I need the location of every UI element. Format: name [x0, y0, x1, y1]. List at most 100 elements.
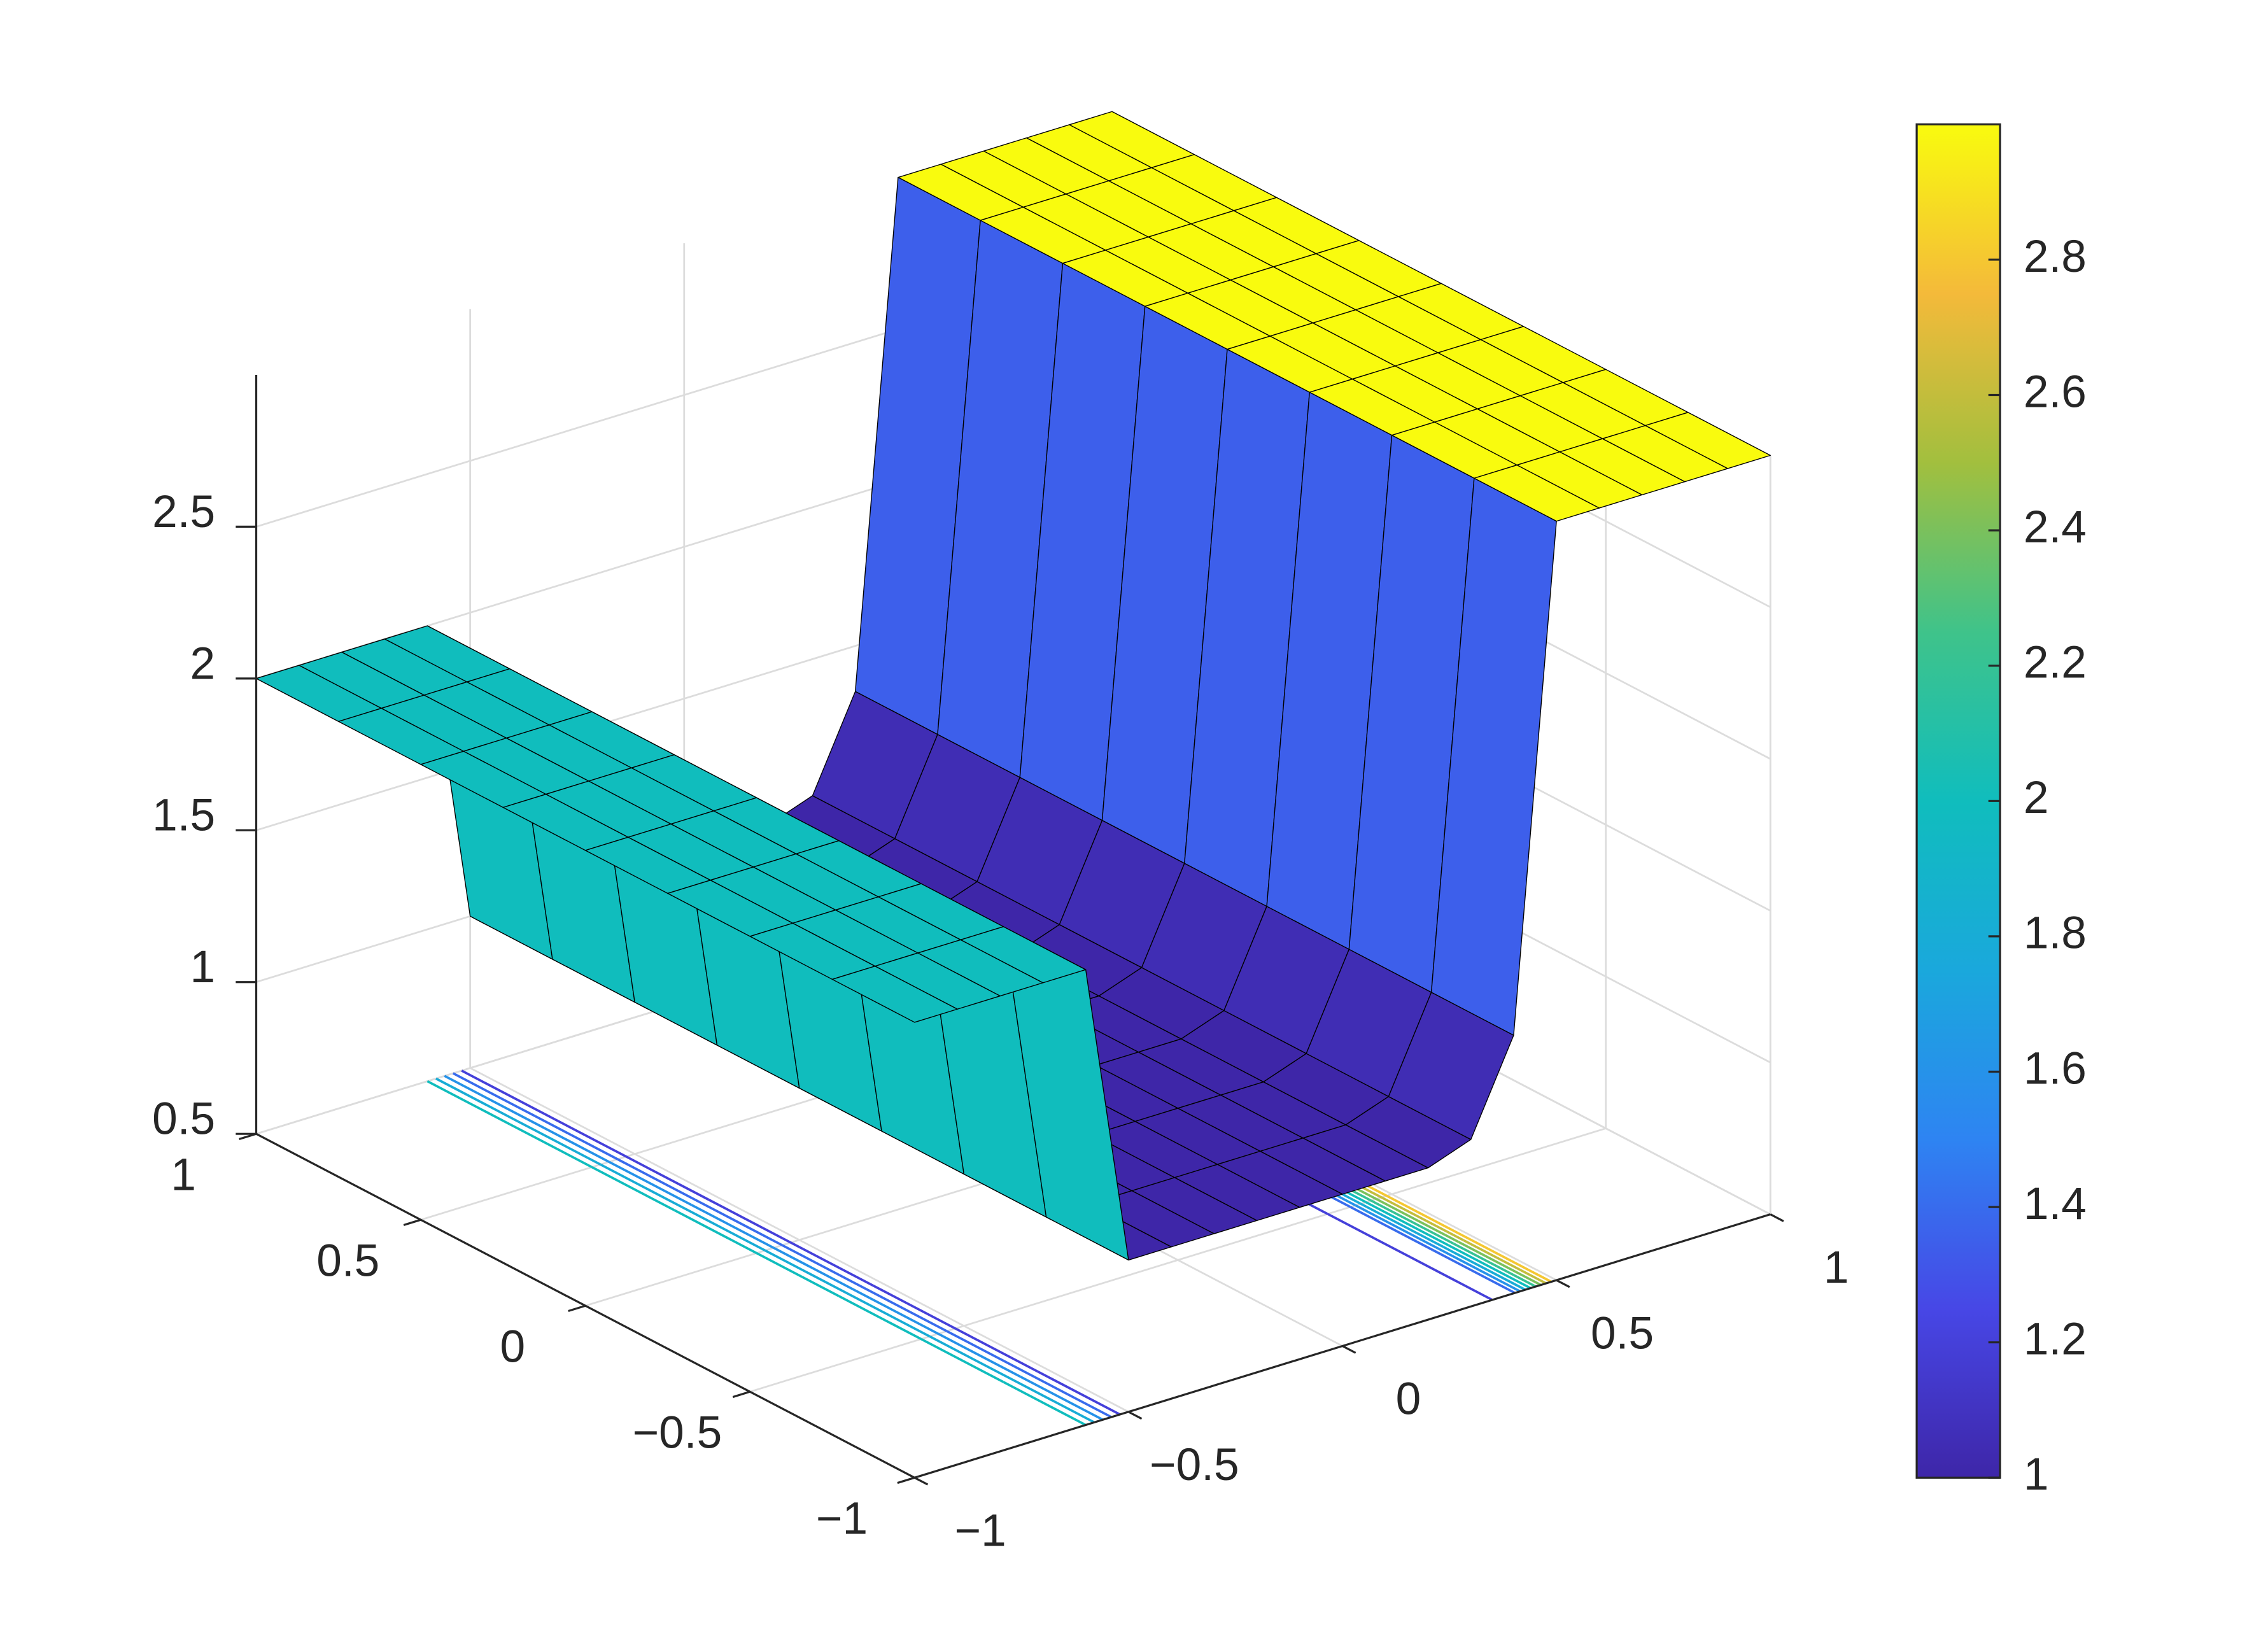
contour-line — [764, 1249, 849, 1295]
contour-line — [946, 1330, 1030, 1376]
contour-line — [1453, 1242, 1537, 1288]
contour-line — [1447, 1244, 1532, 1290]
contour-line — [790, 1241, 874, 1287]
contour-line — [1360, 1202, 1444, 1248]
contour-line — [1003, 1381, 1087, 1427]
z-tick-label: 2 — [190, 638, 216, 689]
contour-line — [518, 1120, 602, 1166]
x-tick — [1342, 1345, 1356, 1354]
colorbar-tick-label: 2.2 — [2024, 638, 2087, 688]
contour-line — [782, 1244, 866, 1290]
contour-line — [1468, 1238, 1552, 1283]
contour-line — [938, 1332, 1022, 1378]
contour-line — [535, 1115, 619, 1160]
y-tick — [568, 1304, 586, 1313]
contour-line — [1011, 1378, 1095, 1424]
contour-line — [1458, 1241, 1542, 1287]
contour-line — [1386, 1194, 1470, 1240]
x-tick-label: −0.5 — [1150, 1440, 1239, 1490]
colorbar-tick-label: 1.6 — [2024, 1043, 2087, 1094]
contour-line — [609, 1160, 692, 1206]
contour-line — [526, 1118, 610, 1163]
colorbar-tick-label: 2.8 — [2024, 232, 2087, 282]
contour-line — [1020, 1376, 1104, 1421]
y-tick — [897, 1476, 915, 1484]
contour-line — [461, 1069, 545, 1115]
colorbar-tick-label: 1.8 — [2024, 908, 2087, 959]
contour-line — [452, 1072, 536, 1118]
colorbar: 1 1.2 1.4 1.6 1.8 2 2.2 2.4 2.6 2.8 — [1915, 123, 2087, 1500]
contour-line — [955, 1327, 1039, 1373]
contour-line — [929, 1335, 1013, 1381]
x-tick — [1128, 1411, 1143, 1420]
colorbar-tick-label: 2.4 — [2024, 502, 2087, 553]
contour-line — [682, 1206, 766, 1252]
contour-line — [1365, 1201, 1449, 1246]
contour-line — [673, 1209, 757, 1255]
x-tick-label: 0.5 — [1591, 1308, 1654, 1358]
contour-line — [855, 1290, 939, 1335]
contour-line — [1349, 1206, 1433, 1252]
contour-line — [509, 1123, 593, 1169]
contour-line — [691, 1204, 775, 1249]
contour-line — [1355, 1204, 1439, 1250]
contour-line — [444, 1075, 528, 1120]
contour-line — [920, 1337, 1004, 1383]
contour-line — [591, 1166, 675, 1211]
contour-line — [625, 1155, 709, 1201]
axes: −1−0.500.51−1−0.500.510.511.522.5 — [152, 374, 1849, 1556]
contour-line — [864, 1287, 948, 1332]
contour-line — [1432, 1248, 1516, 1294]
contour-line — [847, 1292, 931, 1338]
z-tick-label: 2.5 — [152, 487, 215, 537]
x-tick-label: −1 — [955, 1506, 1006, 1556]
y-tick-label: 1 — [171, 1150, 196, 1201]
contour-line — [1327, 1213, 1411, 1259]
y-tick — [732, 1390, 750, 1399]
contour-line — [600, 1163, 684, 1209]
x-tick — [914, 1476, 929, 1486]
x-axis-line — [914, 1213, 1771, 1479]
contour-line — [1376, 1197, 1460, 1243]
contour-line — [1409, 1255, 1493, 1301]
contour-line — [426, 1080, 511, 1125]
contour-line — [543, 1112, 627, 1158]
contour-line — [617, 1158, 701, 1204]
contour-line — [1370, 1199, 1454, 1245]
contour-line — [838, 1295, 922, 1341]
contour-line — [773, 1246, 857, 1292]
contour-line — [435, 1077, 519, 1123]
contour-line — [1028, 1372, 1112, 1418]
x-tick-label: 0 — [1396, 1374, 1421, 1425]
colorbar-tick-label: 2.6 — [2024, 367, 2087, 417]
z-tick-label: 0.5 — [152, 1094, 215, 1145]
colorbar-tick-label: 1 — [2024, 1449, 2049, 1500]
x-tick — [1770, 1213, 1784, 1222]
z-tick-label: 1.5 — [152, 791, 215, 841]
contour-line — [1437, 1247, 1521, 1293]
y-tick-label: −1 — [816, 1494, 868, 1544]
y-tick-label: −0.5 — [633, 1408, 722, 1458]
colorbar-tick-label: 2 — [2024, 773, 2049, 823]
y-tick — [403, 1218, 421, 1227]
contour-line — [756, 1252, 840, 1297]
contour-line — [708, 1198, 792, 1244]
z-tick-label: 1 — [190, 942, 216, 992]
contour-line — [1442, 1245, 1526, 1291]
colorbar-tick-label: 1.2 — [2024, 1315, 2087, 1365]
surface — [255, 111, 1771, 1261]
contour-line — [872, 1284, 956, 1330]
contour-line — [699, 1201, 783, 1246]
colorbar-scale — [1915, 123, 2001, 1479]
surface-face — [831, 966, 958, 1023]
colorbar-tick-label: 1.4 — [2024, 1179, 2087, 1229]
x-tick — [1556, 1279, 1570, 1288]
y-tick-label: 0 — [500, 1322, 526, 1372]
contour-line — [1037, 1370, 1121, 1416]
x-tick-label: 1 — [1824, 1243, 1849, 1293]
contour-line — [1463, 1239, 1547, 1285]
grid-line — [749, 1127, 1607, 1393]
y-tick-label: 0.5 — [316, 1236, 379, 1287]
